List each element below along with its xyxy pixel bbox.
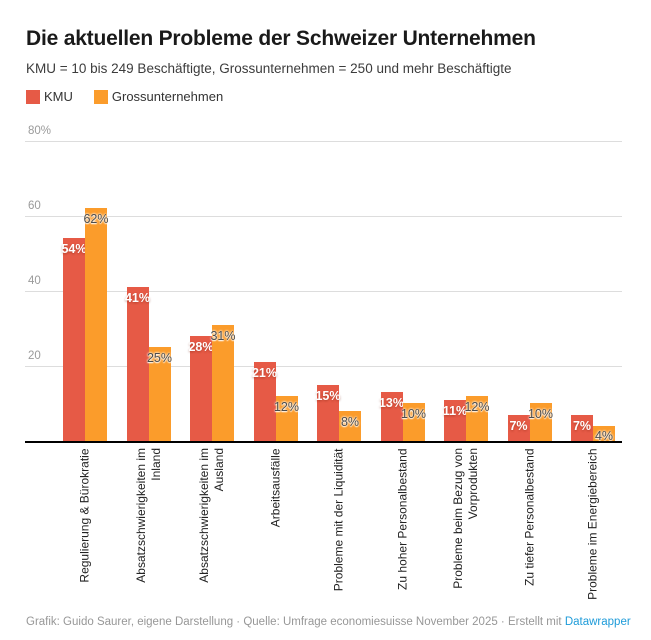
bar-value-label: 4%: [594, 429, 614, 443]
chart-subtitle: KMU = 10 bis 249 Beschäftigte, Grossunte…: [26, 61, 512, 76]
bar-value-label: 10%: [527, 407, 554, 421]
bar-value-label: 7%: [572, 419, 592, 433]
bar-value-label: 62%: [83, 212, 109, 226]
x-axis-label: Probleme beim Bezug von Vorprodukten: [451, 448, 480, 589]
bar-value-label: 21%: [251, 366, 278, 380]
y-tick-label-40: 40: [28, 275, 41, 287]
legend: KMU Grossunternehmen: [26, 89, 223, 104]
y-tick-label-20: 20: [28, 350, 41, 362]
bar-value-label: 10%: [400, 407, 427, 421]
bar-grossunternehmen: [212, 325, 234, 441]
bar-grossunternehmen: [275, 396, 298, 441]
x-axis-line: [25, 441, 622, 443]
bar-kmu: [190, 336, 212, 441]
y-gridline-80: [25, 141, 622, 142]
y-gridline-40: [25, 291, 622, 292]
bar-value-label: 28%: [188, 340, 214, 354]
bar-kmu: [380, 392, 403, 441]
bar-value-label: 11%: [442, 404, 468, 418]
x-axis-label: Probleme mit der Liquidität: [331, 448, 346, 592]
legend-label-grossunternehmen: Grossunternehmen: [111, 89, 224, 104]
y-gridline-20: [25, 366, 622, 367]
y-gridline-60: [25, 216, 622, 217]
bar-kmu: [571, 415, 593, 441]
legend-swatch-kmu: [26, 89, 40, 104]
bar-value-label: 7%: [509, 419, 528, 433]
bar-value-label: 31%: [210, 329, 236, 343]
bar-grossunternehmen: [402, 403, 425, 441]
bar-value-label: 13%: [378, 396, 405, 410]
bar-value-label: 25%: [146, 351, 173, 365]
bar-value-label: 54%: [61, 242, 87, 256]
y-tick-label-80: 80%: [28, 125, 52, 137]
bar-kmu: [63, 238, 85, 441]
legend-item-kmu: KMU: [26, 89, 73, 104]
y-tick-label-60: 60: [28, 200, 41, 212]
x-axis-label: Zu hoher Personalbestand: [395, 448, 409, 590]
bar-value-label: 15%: [315, 389, 341, 403]
bar-grossunternehmen: [339, 411, 361, 441]
legend-swatch-grossunternehmen: [93, 89, 108, 104]
bar-kmu: [126, 287, 149, 441]
x-axis-label: Absatzschwierigkeiten im Ausland: [197, 448, 226, 583]
bar-grossunternehmen: [529, 403, 552, 441]
x-axis-label: Arbeitsausfälle: [268, 448, 282, 528]
x-axis-label: Absatzschwierigkeiten im Inland: [133, 448, 163, 583]
x-axis-label: Probleme im Energiebereich: [585, 448, 600, 600]
chart-footer: Grafik: Guido Saurer, eigene Darstellung…: [26, 616, 631, 628]
bar-value-label: 41%: [124, 291, 151, 305]
x-axis-label: Zu tiefer Personalbestand: [522, 448, 536, 586]
bar-value-label: 8%: [340, 415, 360, 429]
chart-title: Die aktuellen Probleme der Schweizer Unt…: [26, 27, 536, 50]
footer-credit: Grafik: Guido Saurer, eigene Darstellung…: [26, 616, 565, 628]
bar-grossunternehmen: [148, 347, 171, 441]
bar-grossunternehmen: [466, 396, 488, 441]
datawrapper-link[interactable]: Datawrapper: [564, 616, 631, 628]
x-axis-label: Regulierung & Bürokratie: [77, 448, 92, 583]
legend-item-grossunternehmen: Grossunternehmen: [93, 89, 224, 104]
bar-grossunternehmen: [85, 208, 107, 441]
bar-kmu: [317, 385, 339, 441]
legend-label-kmu: KMU: [44, 89, 73, 104]
bar-kmu: [507, 415, 530, 441]
bar-kmu: [253, 362, 276, 441]
bar-kmu: [444, 400, 466, 441]
bar-value-label: 12%: [464, 400, 490, 414]
bar-grossunternehmen: [593, 426, 615, 441]
bar-value-label: 12%: [273, 400, 300, 414]
